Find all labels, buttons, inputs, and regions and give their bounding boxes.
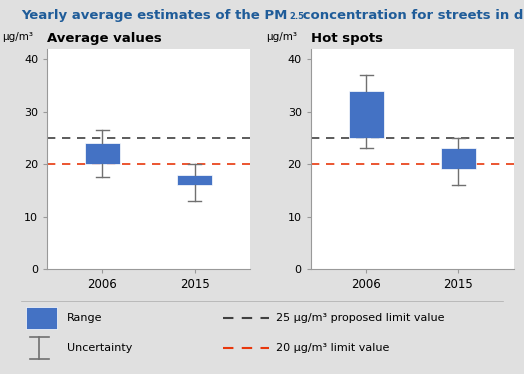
Text: μg/m³: μg/m³ — [266, 32, 297, 42]
Bar — [85, 143, 120, 164]
Text: Range: Range — [67, 313, 102, 323]
Bar — [177, 175, 212, 185]
Text: concentration for streets in different urban agglomerations: concentration for streets in different u… — [298, 9, 524, 22]
Text: 25 μg/m³ proposed limit value: 25 μg/m³ proposed limit value — [277, 313, 445, 323]
Text: Hot spots: Hot spots — [311, 32, 383, 45]
Text: Uncertainty: Uncertainty — [67, 343, 132, 353]
Bar — [348, 91, 384, 138]
Text: Yearly average estimates of the PM: Yearly average estimates of the PM — [21, 9, 287, 22]
Text: 2.5: 2.5 — [290, 12, 305, 21]
Bar — [441, 148, 476, 169]
Text: Average values: Average values — [47, 32, 162, 45]
Bar — [26, 307, 57, 329]
Text: μg/m³: μg/m³ — [3, 32, 34, 42]
Text: 20 μg/m³ limit value: 20 μg/m³ limit value — [277, 343, 390, 353]
